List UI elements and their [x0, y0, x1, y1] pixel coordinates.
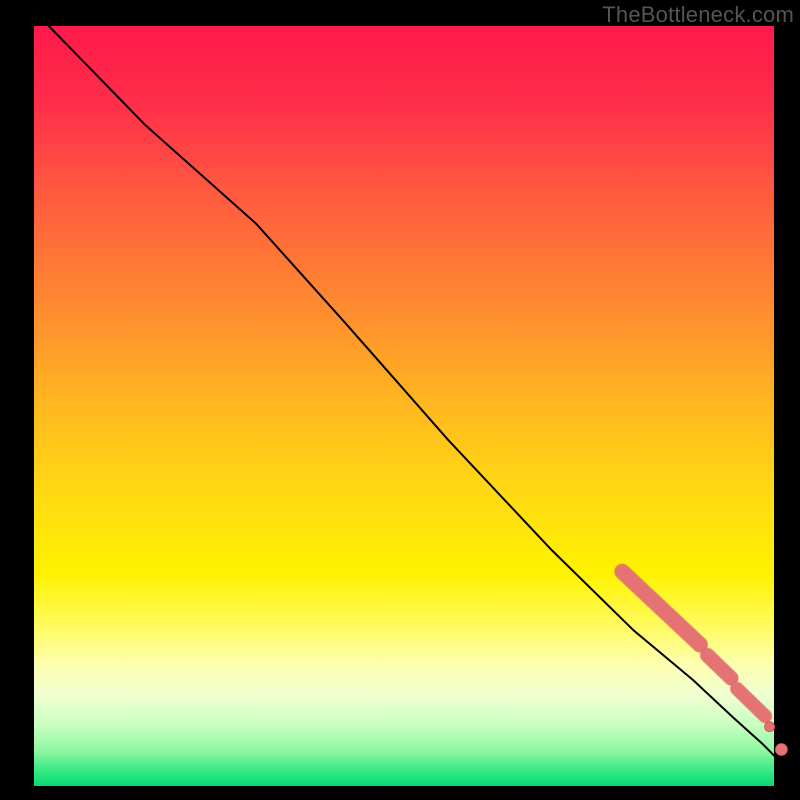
curve-marker: [775, 744, 787, 756]
chart-svg: [0, 0, 800, 800]
curve-marker: [765, 722, 775, 732]
watermark-text: TheBottleneck.com: [602, 2, 794, 28]
plot-gradient-bg: [34, 26, 774, 786]
chart-stage: TheBottleneck.com: [0, 0, 800, 800]
